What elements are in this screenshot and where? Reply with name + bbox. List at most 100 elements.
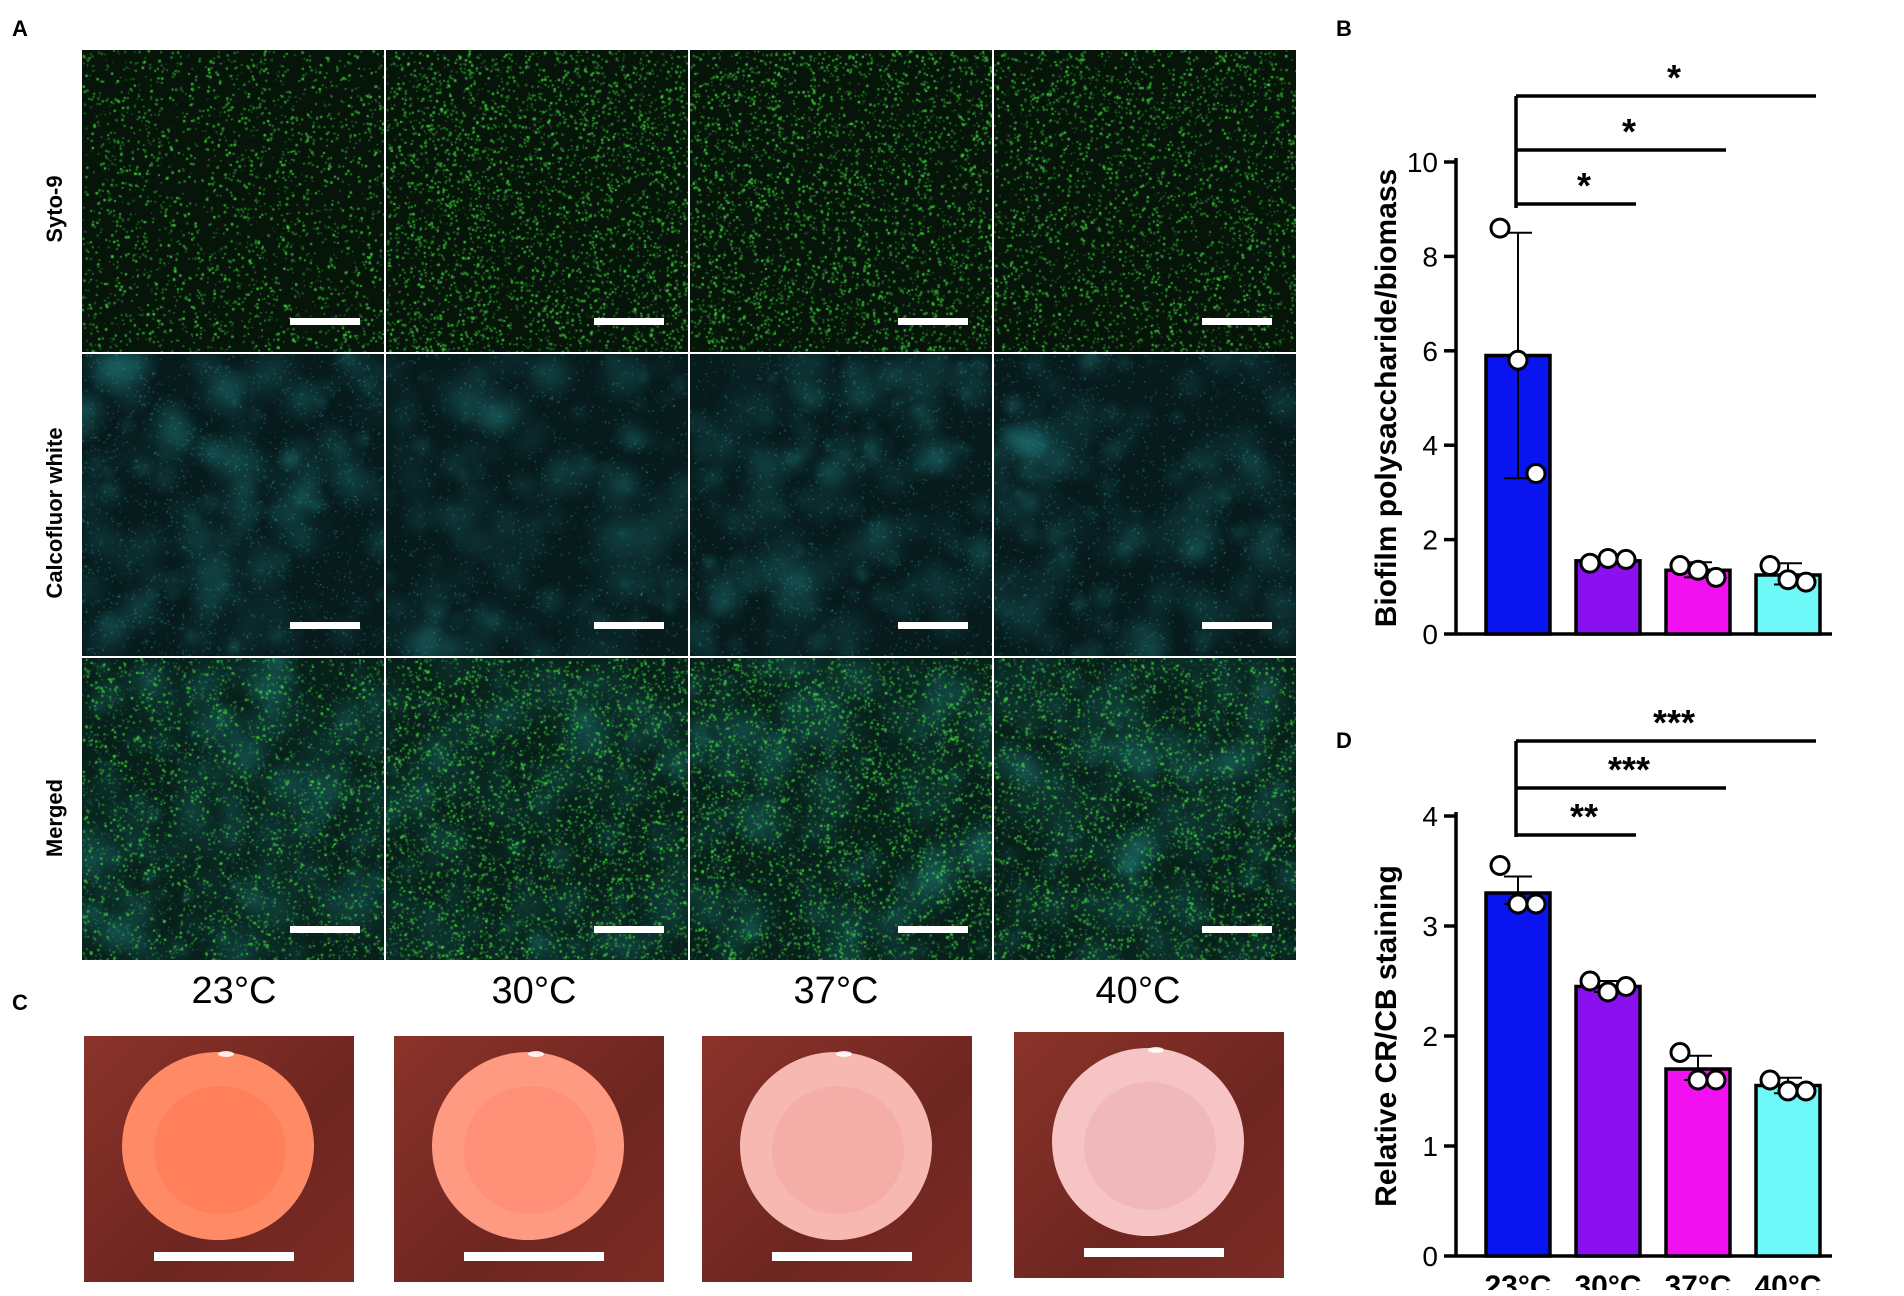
- panel-letter-c: C: [12, 990, 28, 1015]
- data-point: [1489, 855, 1511, 876]
- x-tick-label: 37°C: [1664, 648, 1731, 650]
- y-tick-label: 3: [1422, 911, 1438, 942]
- micro-merged-23: [82, 658, 384, 960]
- data-point: [1507, 349, 1529, 371]
- colony-scale-bar: [154, 1252, 294, 1261]
- colony-photo-40: [1014, 1032, 1284, 1278]
- data-point: [1777, 569, 1799, 591]
- data-point: [1759, 1069, 1781, 1091]
- scale-bar: [898, 926, 968, 933]
- significance-label: *: [1622, 111, 1636, 152]
- micro-merged-30: [386, 658, 688, 960]
- significance-label: *: [1577, 165, 1591, 206]
- x-tick-label: 40°C: [1754, 648, 1821, 650]
- micro-merged-40: [994, 658, 1296, 960]
- data-point: [1525, 463, 1547, 485]
- micro-calcofluor-37: [690, 354, 992, 656]
- colony-highlight: [836, 1051, 852, 1057]
- colony-highlight: [218, 1051, 234, 1057]
- scale-bar: [290, 318, 360, 325]
- colony-scale-bar: [1084, 1248, 1224, 1257]
- data-point: [1579, 970, 1601, 992]
- micro-syto9-40: [994, 50, 1296, 352]
- row-label-syto9: Syto-9: [42, 175, 67, 243]
- scale-bar: [594, 318, 664, 325]
- x-tick-label: 23°C: [1484, 1270, 1551, 1290]
- y-axis-label: Relative CR/CB staining: [1370, 865, 1403, 1207]
- data-point: [1705, 1069, 1727, 1091]
- y-tick-label: 10: [1407, 147, 1438, 178]
- colony-center: [464, 1086, 596, 1214]
- x-tick-label: 30°C: [1574, 648, 1641, 650]
- data-point: [1669, 555, 1691, 577]
- significance-label: ***: [1608, 749, 1650, 790]
- row-label-calcofluor: Calcofluor white: [42, 427, 67, 599]
- y-tick-label: 4: [1422, 801, 1438, 832]
- colony-photo-23: [84, 1036, 354, 1282]
- scale-bar: [1202, 318, 1272, 325]
- y-tick-label: 8: [1422, 241, 1438, 272]
- chart-d: 0 1 2 3 4 Relative CR/CB staining 23°C 30°C 37°C…: [1370, 702, 1832, 1290]
- colony-center: [772, 1086, 904, 1214]
- temp-label-30: 30°C: [491, 970, 577, 1012]
- y-tick-label: 6: [1422, 336, 1438, 367]
- data-point: [1795, 571, 1817, 593]
- data-point: [1687, 559, 1709, 581]
- micro-syto9-23: [82, 50, 384, 352]
- data-point: [1705, 566, 1727, 588]
- data-point: [1615, 548, 1637, 570]
- y-tick-label: 2: [1422, 1021, 1438, 1052]
- bar-37°C: [1664, 1067, 1732, 1258]
- micro-syto9-30: [386, 50, 688, 352]
- data-point: [1597, 547, 1619, 569]
- y-axis-label: Biofilm polysaccharide/biomass: [1370, 169, 1403, 627]
- data-point: [1525, 893, 1547, 915]
- data-point: [1795, 1080, 1817, 1102]
- scale-bar: [290, 622, 360, 629]
- colony-photo-30: [394, 1036, 664, 1282]
- x-tick-label: 37°C: [1664, 1270, 1731, 1290]
- scale-bar: [1202, 926, 1272, 933]
- micro-calcofluor-40: [994, 354, 1296, 656]
- data-point: [1489, 217, 1511, 239]
- data-point: [1579, 552, 1601, 574]
- micro-calcofluor-30: [386, 354, 688, 656]
- scale-bar: [594, 926, 664, 933]
- micro-calcofluor-23: [82, 354, 384, 656]
- temp-label-23: 23°C: [191, 970, 277, 1012]
- data-point: [1507, 893, 1529, 915]
- row-label-merged: Merged: [42, 778, 67, 858]
- scale-bar: [290, 926, 360, 933]
- scale-bar: [898, 318, 968, 325]
- y-tick-label: 1: [1422, 1131, 1438, 1162]
- scale-bar: [898, 622, 968, 629]
- x-tick-label: 30°C: [1574, 1270, 1641, 1290]
- y-tick-label: 4: [1422, 430, 1438, 461]
- y-tick-label: 2: [1422, 525, 1438, 556]
- colony-center: [1084, 1082, 1216, 1210]
- data-point: [1687, 1069, 1709, 1091]
- colony-highlight: [1148, 1047, 1164, 1053]
- data-point: [1597, 981, 1619, 1003]
- colony-center: [154, 1086, 286, 1214]
- panel-letter-d: D: [1336, 728, 1352, 753]
- micro-merged-37: [690, 658, 992, 960]
- x-tick-label: 23°C: [1484, 648, 1551, 650]
- micro-syto9-37: [690, 50, 992, 352]
- significance-label: ***: [1653, 702, 1695, 743]
- colony-scale-bar: [464, 1252, 604, 1261]
- significance-label: **: [1570, 796, 1598, 837]
- scale-bar: [594, 622, 664, 629]
- data-point: [1669, 1042, 1691, 1063]
- colony-photo-37: [702, 1036, 972, 1282]
- data-point: [1777, 1080, 1799, 1102]
- colony-scale-bar: [772, 1252, 912, 1261]
- colony-highlight: [528, 1051, 544, 1057]
- bar-40°C: [1754, 1083, 1822, 1258]
- y-tick-label: 0: [1422, 1241, 1438, 1272]
- significance-label: *: [1667, 57, 1681, 98]
- data-point: [1615, 976, 1637, 997]
- temp-label-40: 40°C: [1095, 970, 1181, 1012]
- bar-23°C: [1484, 891, 1552, 1258]
